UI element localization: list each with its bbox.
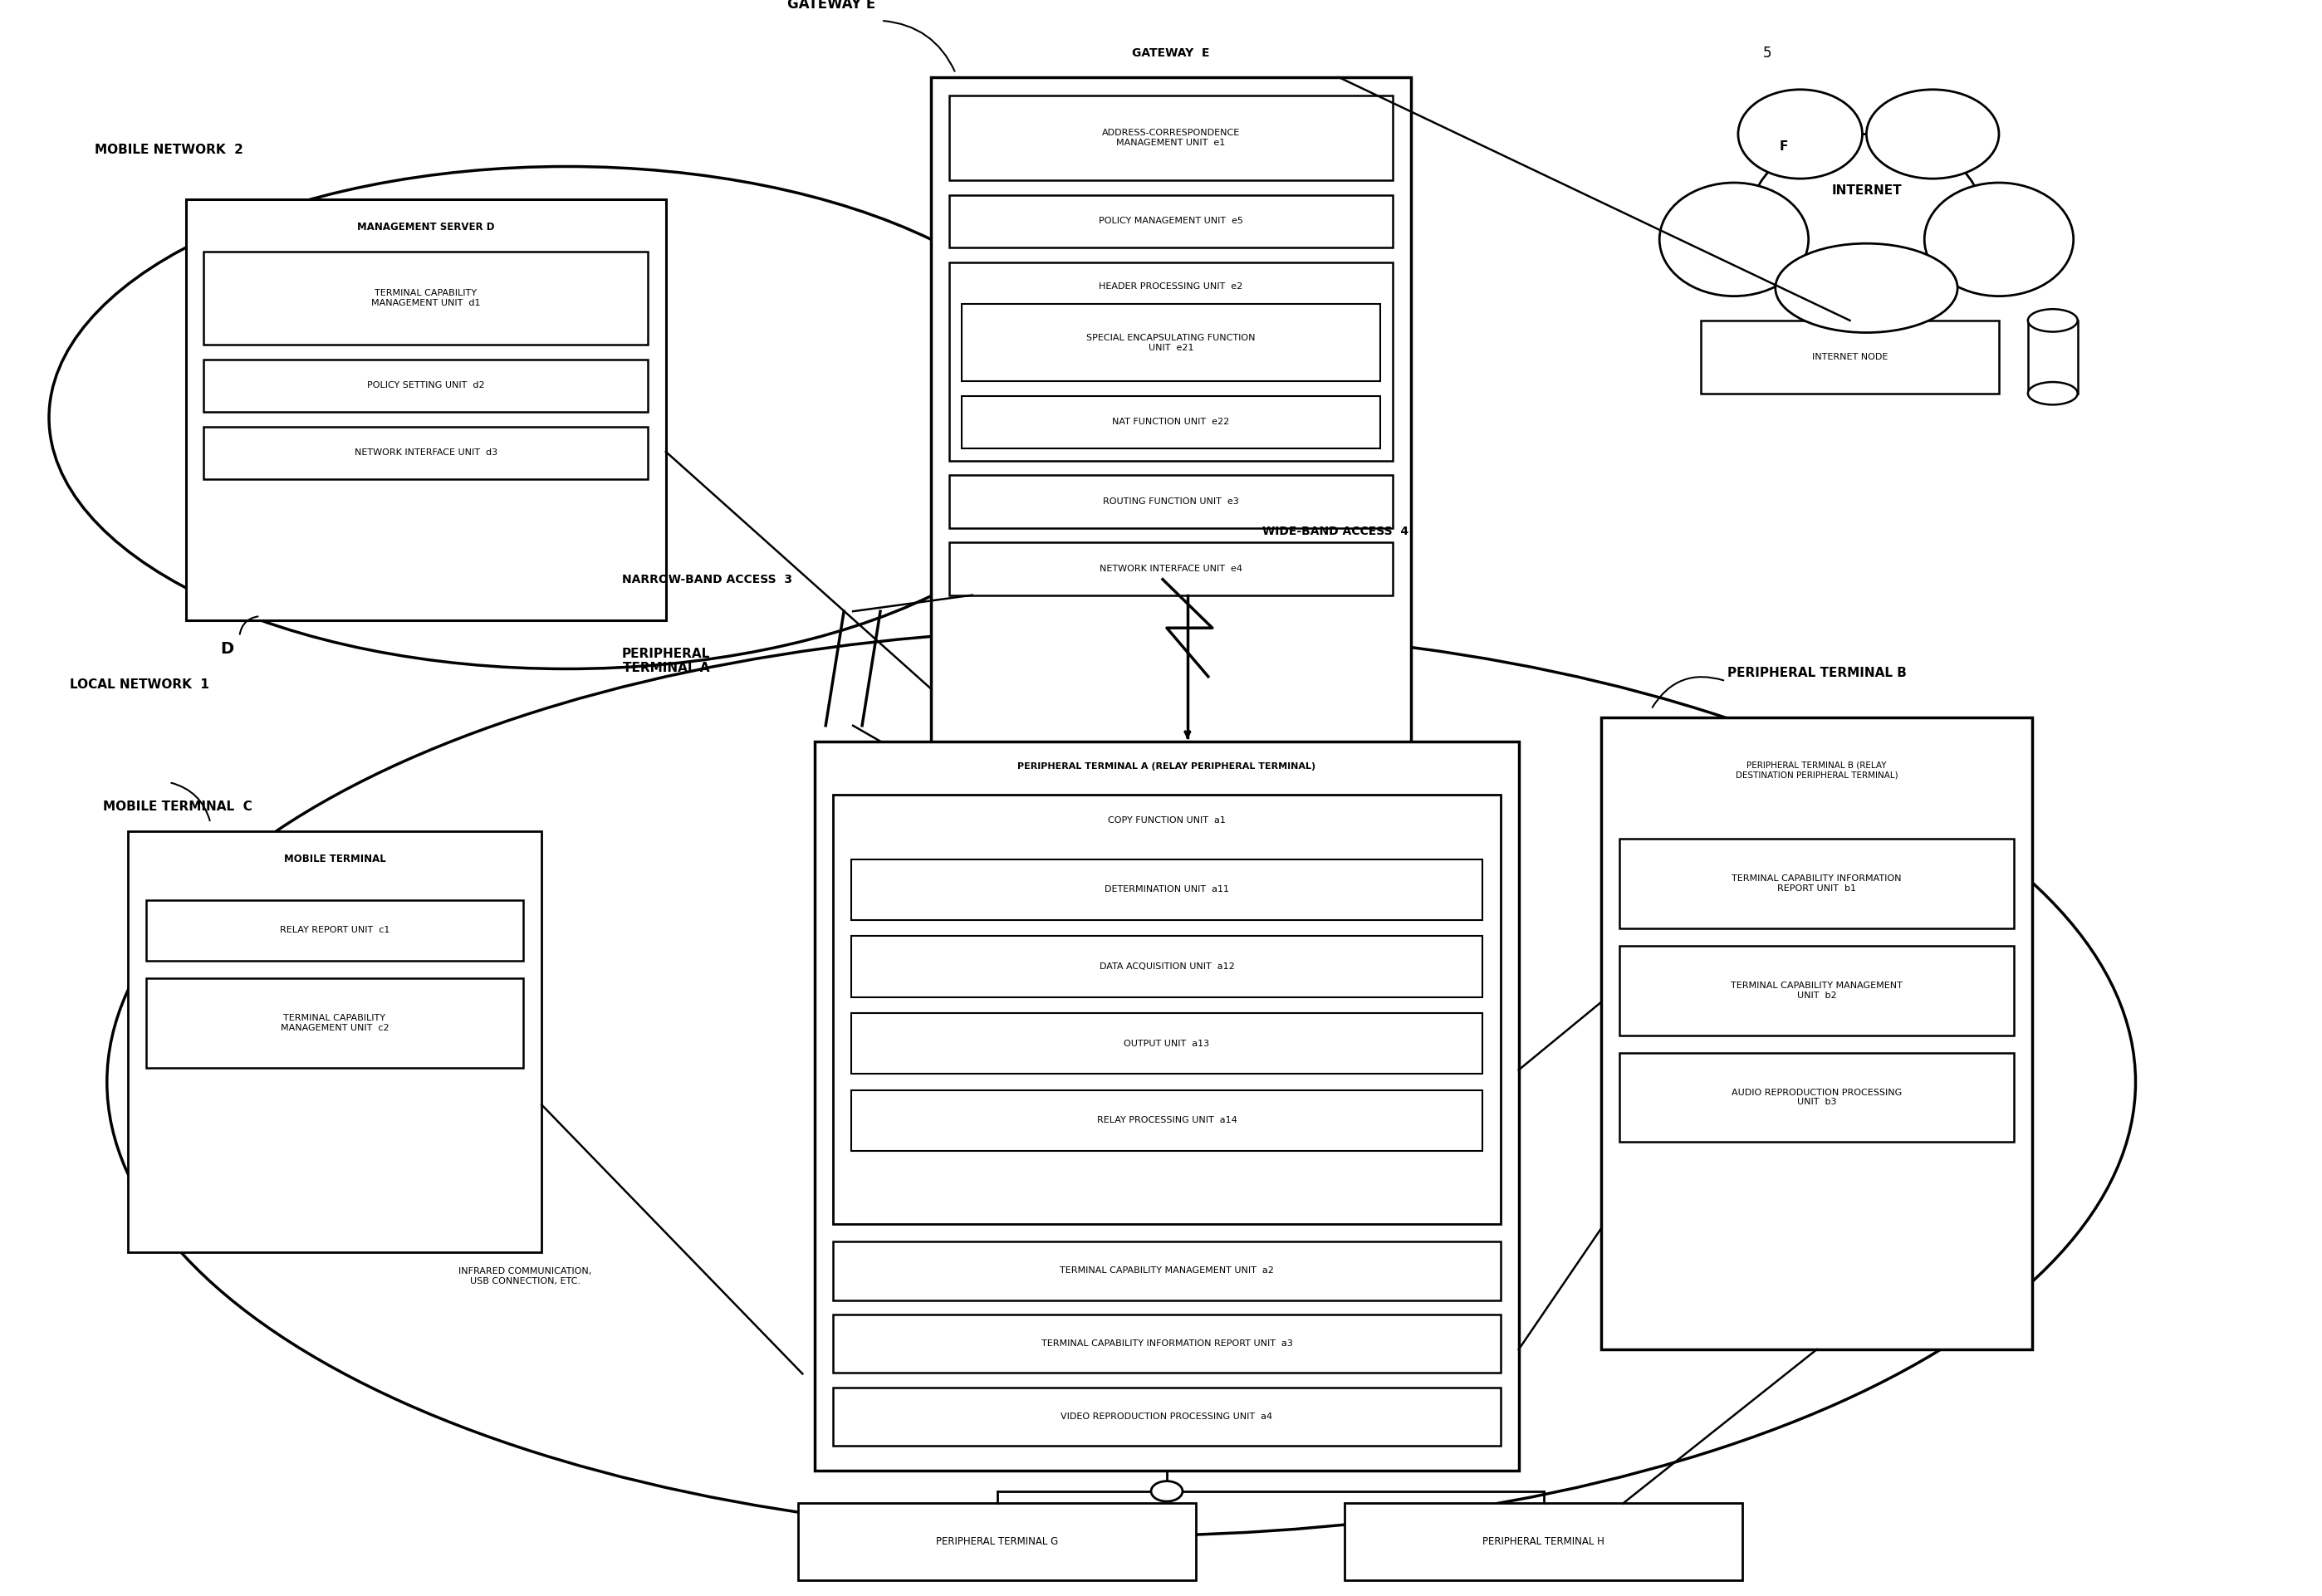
- Text: TERMINAL CAPABILITY MANAGEMENT
UNIT  b2: TERMINAL CAPABILITY MANAGEMENT UNIT b2: [1730, 982, 1902, 999]
- Text: PERIPHERAL TERMINAL B: PERIPHERAL TERMINAL B: [1728, 667, 1906, 680]
- Ellipse shape: [1152, 1481, 1182, 1502]
- Bar: [834, 1242, 1500, 1301]
- Bar: [834, 1387, 1500, 1446]
- Text: VIDEO REPRODUCTION PROCESSING UNIT  a4: VIDEO REPRODUCTION PROCESSING UNIT a4: [1061, 1412, 1272, 1420]
- Text: TERMINAL CAPABILITY INFORMATION
REPORT UNIT  b1: TERMINAL CAPABILITY INFORMATION REPORT U…: [1732, 875, 1902, 892]
- Bar: [852, 1090, 1481, 1151]
- Text: NETWORK INTERFACE UNIT  d3: NETWORK INTERFACE UNIT d3: [355, 448, 497, 456]
- Bar: [146, 900, 522, 961]
- Text: AUDIO REPRODUCTION PROCESSING
UNIT  b3: AUDIO REPRODUCTION PROCESSING UNIT b3: [1732, 1088, 1902, 1106]
- Bar: [1344, 1503, 1742, 1580]
- Bar: [852, 859, 1481, 919]
- Text: PERIPHERAL
TERMINAL A: PERIPHERAL TERMINAL A: [622, 648, 711, 674]
- Text: TERMINAL CAPABILITY INFORMATION REPORT UNIT  a3: TERMINAL CAPABILITY INFORMATION REPORT U…: [1040, 1339, 1293, 1349]
- Text: MOBILE NETWORK  2: MOBILE NETWORK 2: [95, 144, 244, 156]
- Text: GATEWAY  E: GATEWAY E: [1133, 48, 1210, 59]
- Bar: [961, 305, 1379, 381]
- Text: OUTPUT UNIT  a13: OUTPUT UNIT a13: [1124, 1039, 1210, 1047]
- Bar: [1621, 946, 2013, 1036]
- Text: INTERNET: INTERNET: [1832, 185, 1902, 196]
- Text: PERIPHERAL TERMINAL G: PERIPHERAL TERMINAL G: [936, 1537, 1059, 1547]
- Text: PERIPHERAL TERMINAL A (RELAY PERIPHERAL TERMINAL): PERIPHERAL TERMINAL A (RELAY PERIPHERAL …: [1017, 761, 1317, 771]
- Bar: [815, 742, 1519, 1472]
- Text: F: F: [1779, 140, 1788, 153]
- Text: DATA ACQUISITION UNIT  a12: DATA ACQUISITION UNIT a12: [1098, 962, 1235, 970]
- Bar: [1621, 839, 2013, 929]
- Text: COPY FUNCTION UNIT  a1: COPY FUNCTION UNIT a1: [1108, 816, 1226, 825]
- Bar: [128, 832, 541, 1253]
- Text: WIDE-BAND ACCESS  4: WIDE-BAND ACCESS 4: [1263, 525, 1407, 536]
- Text: INFRARED COMMUNICATION,
USB CONNECTION, ETC.: INFRARED COMMUNICATION, USB CONNECTION, …: [457, 1267, 592, 1285]
- Bar: [950, 96, 1393, 180]
- Text: RELAY PROCESSING UNIT  a14: RELAY PROCESSING UNIT a14: [1096, 1117, 1238, 1125]
- Text: TERMINAL CAPABILITY
MANAGEMENT UNIT  d1: TERMINAL CAPABILITY MANAGEMENT UNIT d1: [372, 289, 481, 306]
- Ellipse shape: [2027, 310, 2078, 332]
- Ellipse shape: [1925, 182, 2074, 297]
- Ellipse shape: [1776, 244, 1957, 332]
- Text: DETERMINATION UNIT  a11: DETERMINATION UNIT a11: [1105, 886, 1228, 894]
- Ellipse shape: [49, 166, 1084, 669]
- Text: MANAGEMENT SERVER D: MANAGEMENT SERVER D: [358, 222, 495, 233]
- Bar: [852, 1013, 1481, 1074]
- Bar: [834, 795, 1500, 1224]
- Bar: [146, 978, 522, 1068]
- Ellipse shape: [1751, 134, 1983, 297]
- Text: 5: 5: [1762, 46, 1772, 61]
- Bar: [950, 262, 1393, 461]
- Text: ROUTING FUNCTION UNIT  e3: ROUTING FUNCTION UNIT e3: [1103, 498, 1240, 506]
- Text: HEADER PROCESSING UNIT  e2: HEADER PROCESSING UNIT e2: [1098, 282, 1242, 290]
- Ellipse shape: [1867, 89, 1999, 179]
- Ellipse shape: [2027, 381, 2078, 405]
- Ellipse shape: [107, 629, 2136, 1535]
- Text: MOBILE TERMINAL: MOBILE TERMINAL: [283, 854, 385, 865]
- Text: MOBILE TERMINAL  C: MOBILE TERMINAL C: [102, 800, 253, 812]
- Bar: [1602, 718, 2032, 1350]
- Bar: [950, 195, 1393, 247]
- Bar: [204, 252, 648, 345]
- Text: PERIPHERAL TERMINAL B (RELAY
DESTINATION PERIPHERAL TERMINAL): PERIPHERAL TERMINAL B (RELAY DESTINATION…: [1735, 761, 1897, 779]
- Bar: [961, 396, 1379, 448]
- Bar: [950, 543, 1393, 595]
- Text: INTERNET NODE: INTERNET NODE: [1811, 353, 1888, 361]
- Bar: [852, 937, 1481, 998]
- Bar: [186, 200, 666, 621]
- Text: LOCAL NETWORK  1: LOCAL NETWORK 1: [70, 678, 209, 691]
- Text: RELAY REPORT UNIT  c1: RELAY REPORT UNIT c1: [279, 926, 390, 934]
- Text: D: D: [221, 640, 235, 656]
- Text: POLICY SETTING UNIT  d2: POLICY SETTING UNIT d2: [367, 381, 485, 389]
- Bar: [204, 426, 648, 479]
- Text: TERMINAL CAPABILITY MANAGEMENT UNIT  a2: TERMINAL CAPABILITY MANAGEMENT UNIT a2: [1059, 1267, 1275, 1275]
- Ellipse shape: [1660, 182, 1809, 297]
- Bar: [1700, 321, 1999, 393]
- Bar: [834, 1315, 1500, 1373]
- Bar: [204, 359, 648, 412]
- Bar: [931, 77, 1412, 824]
- Text: NARROW-BAND ACCESS  3: NARROW-BAND ACCESS 3: [622, 575, 792, 586]
- Text: SPECIAL ENCAPSULATING FUNCTION
UNIT  e21: SPECIAL ENCAPSULATING FUNCTION UNIT e21: [1087, 334, 1256, 351]
- Ellipse shape: [1739, 89, 1862, 179]
- Text: GATEWAY E: GATEWAY E: [787, 0, 875, 11]
- Text: ADDRESS-CORRESPONDENCE
MANAGEMENT UNIT  e1: ADDRESS-CORRESPONDENCE MANAGEMENT UNIT e…: [1103, 129, 1240, 147]
- Text: POLICY MANAGEMENT UNIT  e5: POLICY MANAGEMENT UNIT e5: [1098, 217, 1242, 225]
- Text: TERMINAL CAPABILITY
MANAGEMENT UNIT  c2: TERMINAL CAPABILITY MANAGEMENT UNIT c2: [281, 1013, 388, 1033]
- Bar: [950, 476, 1393, 528]
- Bar: [1621, 1053, 2013, 1143]
- Bar: [799, 1503, 1196, 1580]
- Text: NAT FUNCTION UNIT  e22: NAT FUNCTION UNIT e22: [1112, 418, 1231, 426]
- Text: PERIPHERAL TERMINAL H: PERIPHERAL TERMINAL H: [1481, 1537, 1605, 1547]
- Text: NETWORK INTERFACE UNIT  e4: NETWORK INTERFACE UNIT e4: [1101, 565, 1242, 573]
